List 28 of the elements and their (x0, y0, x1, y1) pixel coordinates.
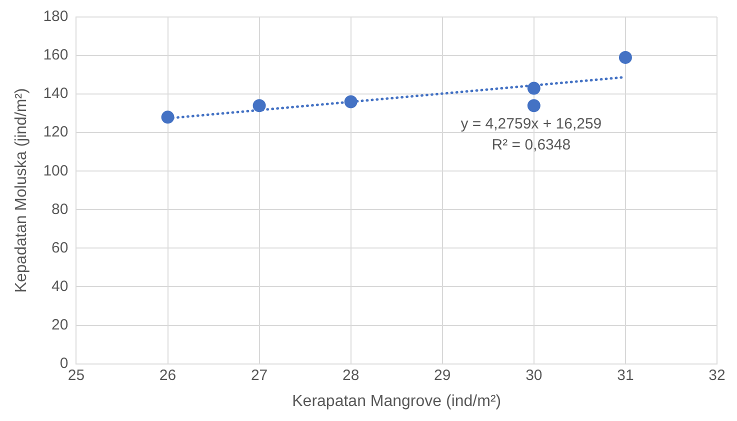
point (161, 110, 174, 124)
x-tick-label: 26 (159, 366, 176, 384)
y-tick-label: 160 (43, 46, 68, 64)
y-tick-label: 40 (52, 278, 68, 295)
y-tick-label: 80 (52, 200, 68, 218)
x-tick-label: 29 (434, 366, 451, 384)
point (527, 82, 540, 95)
y-tick-label: 60 (52, 239, 68, 256)
x-tick-label: 25 (68, 366, 85, 384)
x-tick-label: 30 (526, 366, 542, 384)
point (618, 50, 632, 64)
point (344, 95, 358, 108)
point (527, 99, 540, 112)
x-axis-title: Kerapatan Mangrove (ind/m²) (292, 392, 502, 410)
point (252, 99, 266, 112)
y-tick-label: 20 (52, 316, 68, 334)
annotation: y = 4,2759x + 16,259 (460, 116, 602, 133)
y-tick-label: 180 (43, 8, 68, 26)
annotation: R² = 0,6348 (492, 136, 571, 154)
x-tick-label: 32 (708, 366, 726, 384)
x-tick-label: 31 (617, 366, 634, 384)
y-tick-label: 140 (43, 85, 68, 102)
x-tick-label: 28 (342, 366, 360, 384)
y-tick-label: 100 (43, 162, 68, 180)
y-tick-label: 0 (60, 354, 68, 372)
y-tick-label: 120 (43, 124, 68, 141)
y-axis-title: Kepadatan Moluska (jind/m²) (13, 88, 30, 293)
x-tick-label: 27 (250, 366, 268, 384)
